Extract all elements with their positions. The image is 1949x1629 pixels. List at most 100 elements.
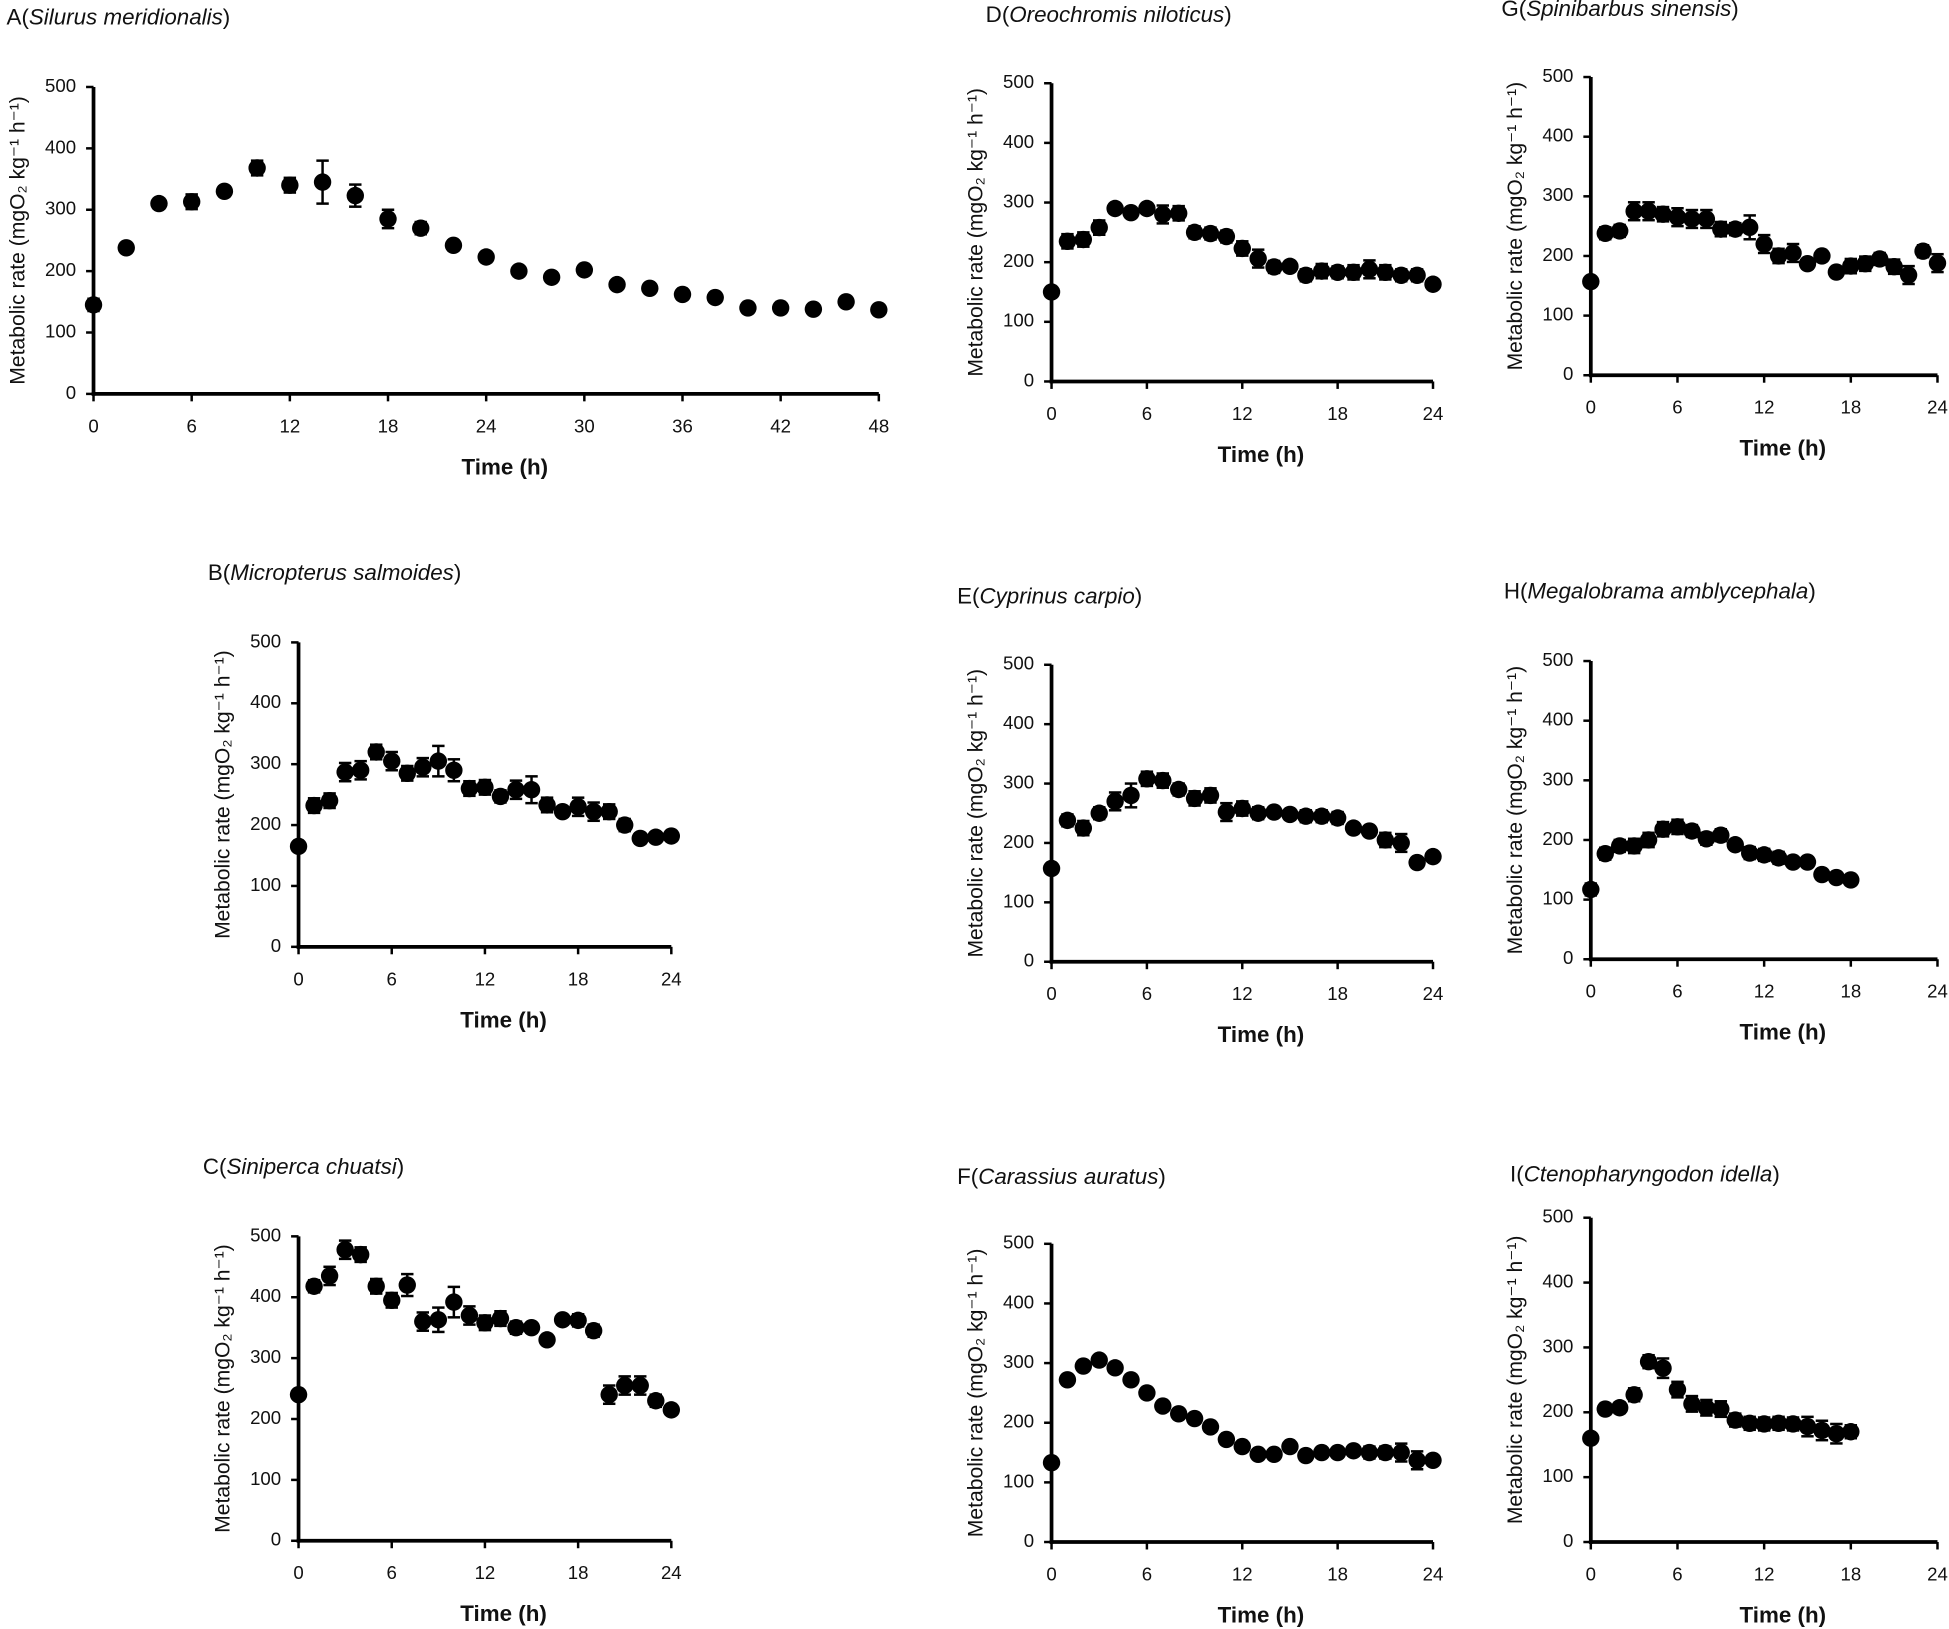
panel: F(Carassius auratus) 0 100 200 300 400 500 0 6 12… <box>957 1164 1443 1628</box>
data-point <box>477 248 495 266</box>
data-point <box>383 1291 401 1309</box>
data-point <box>837 293 855 311</box>
data-point <box>1582 880 1600 899</box>
y-tick-label: 400 <box>1542 1270 1573 1291</box>
title-part: Spinibarbus sinensis <box>1526 0 1731 21</box>
data-point <box>1217 803 1236 821</box>
data-point <box>1798 1417 1817 1436</box>
data-point <box>1798 853 1817 871</box>
data-point <box>542 268 561 286</box>
data-point <box>507 1318 525 1337</box>
y-tick-label: 0 <box>1563 363 1573 384</box>
y-tick-label: 300 <box>1542 768 1573 789</box>
y-tick-label: 200 <box>1003 831 1034 852</box>
data-point <box>1201 1418 1220 1436</box>
x-tick-label: 42 <box>770 415 791 436</box>
data-point <box>1328 1443 1347 1462</box>
data-point <box>1042 859 1061 878</box>
data-point <box>320 1267 339 1285</box>
data-point <box>1265 258 1283 276</box>
data-point <box>1741 1414 1759 1433</box>
data-point <box>1360 260 1379 279</box>
y-tick-label: 0 <box>1024 950 1034 971</box>
panel: B(Micropterus salmoides) 0 100 200 300 400 500… <box>208 560 682 1032</box>
x-axis-label: Time (h) <box>1218 442 1305 467</box>
x-tick-label: 6 <box>387 968 397 989</box>
data-point <box>1784 1415 1802 1433</box>
title-part: H( <box>1504 579 1528 604</box>
title-part: ) <box>454 560 461 585</box>
y-tick-label: 400 <box>1542 125 1573 146</box>
x-tick-label: 0 <box>1586 1563 1596 1584</box>
data-point <box>1596 224 1614 243</box>
x-tick-label: 18 <box>1840 1563 1861 1584</box>
x-tick-label: 12 <box>1754 981 1775 1002</box>
title-part: Ctenopharyngodon idella <box>1524 1161 1773 1186</box>
y-tick-label: 500 <box>250 630 281 651</box>
x-tick-label: 48 <box>868 415 889 436</box>
data-point <box>1726 1411 1744 1429</box>
x-tick-label: 0 <box>293 968 303 989</box>
x-tick-label: 24 <box>1423 1563 1444 1584</box>
y-tick-label: 0 <box>271 1529 281 1550</box>
y-tick-label: 200 <box>1542 1400 1573 1421</box>
data-point <box>1122 786 1140 805</box>
x-tick-label: 6 <box>1142 403 1152 424</box>
title-part: ) <box>1772 1161 1779 1186</box>
x-tick-label: 6 <box>1142 983 1152 1004</box>
data-point <box>804 300 823 318</box>
data-point <box>1138 770 1156 788</box>
y-tick-label: 100 <box>250 1468 281 1489</box>
x-tick-label: 0 <box>1586 981 1596 1002</box>
data-point <box>1106 1359 1124 1377</box>
y-tick-label: 300 <box>250 752 281 773</box>
x-axis-label: Time (h) <box>460 1007 547 1032</box>
data-point <box>215 182 234 201</box>
x-tick-label: 24 <box>1927 1563 1948 1584</box>
data-point <box>1668 208 1687 226</box>
x-tick-label: 24 <box>661 968 682 989</box>
data-point <box>1697 210 1716 228</box>
y-tick-label: 500 <box>1003 653 1034 674</box>
data-point <box>1233 799 1251 818</box>
data-point <box>1154 1397 1172 1415</box>
x-tick-label: 18 <box>1840 397 1861 418</box>
x-tick-label: 0 <box>293 1562 303 1583</box>
data-point <box>1058 1371 1077 1389</box>
x-tick-label: 12 <box>279 415 300 436</box>
panel: D(Oreochromis niloticus) 0 100 200 300 400 500… <box>965 2 1444 467</box>
title-part: D( <box>986 2 1010 27</box>
data-point <box>444 236 463 255</box>
y-tick-label: 500 <box>1542 649 1573 670</box>
data-point <box>1313 807 1331 825</box>
y-tick-label: 0 <box>66 382 76 403</box>
panel-title: E(Cyprinus carpio) <box>957 584 1142 609</box>
data-point <box>1313 1443 1331 1462</box>
data-point <box>1582 1429 1600 1447</box>
data-point <box>1185 223 1204 242</box>
data-point <box>1217 1430 1236 1449</box>
x-tick-label: 6 <box>387 1562 397 1583</box>
panel-title: F(Carassius auratus) <box>957 1164 1166 1189</box>
data-point <box>346 186 364 205</box>
data-point <box>510 262 528 280</box>
y-tick-label: 400 <box>1003 131 1034 152</box>
y-tick-label: 0 <box>1024 369 1034 390</box>
data-point <box>1344 819 1363 837</box>
data-point <box>553 802 572 821</box>
data-point <box>1755 1415 1773 1433</box>
data-point <box>1233 239 1251 258</box>
data-point <box>1914 242 1932 260</box>
x-tick-label: 6 <box>1672 1563 1682 1584</box>
panel-title: C(Siniperca chuatsi) <box>203 1154 404 1179</box>
y-tick-label: 500 <box>1003 1232 1034 1253</box>
y-tick-label: 300 <box>1542 1335 1573 1356</box>
x-tick-label: 18 <box>568 1562 589 1583</box>
x-tick-label: 18 <box>568 968 589 989</box>
y-tick-label: 200 <box>1542 244 1573 265</box>
data-point <box>1249 1445 1267 1464</box>
y-axis-label: Metabolic rate (mgO₂ kg⁻¹ h⁻¹) <box>965 88 988 377</box>
data-point <box>1596 844 1614 863</box>
x-tick-label: 24 <box>661 1562 682 1583</box>
